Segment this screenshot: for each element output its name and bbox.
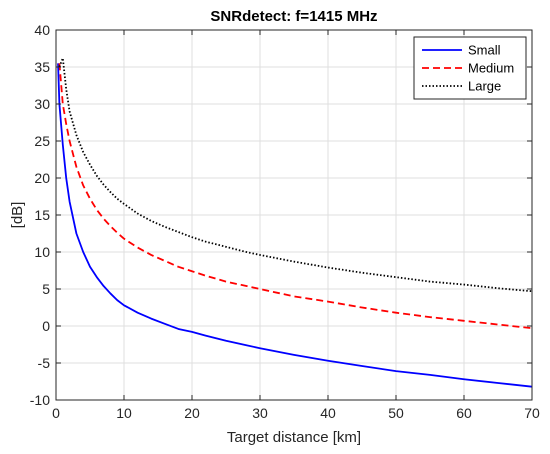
y-tick-label: 15 <box>34 207 50 223</box>
legend-box <box>413 36 527 100</box>
x-tick-label: 10 <box>116 405 132 421</box>
legend-label-large: Large <box>468 79 501 94</box>
chart-title: SNRdetect: f=1415 MHz <box>210 8 377 25</box>
y-tick-label: -5 <box>38 355 51 371</box>
y-tick-label: -10 <box>30 392 50 408</box>
y-axis-label: [dB] <box>9 202 26 229</box>
x-tick-label: 70 <box>524 405 540 421</box>
x-tick-label: 40 <box>320 405 336 421</box>
x-tick-label: 60 <box>456 405 472 421</box>
legend: Small Medium Large <box>413 36 527 100</box>
y-tick-label: 0 <box>42 318 50 334</box>
x-tick-label: 50 <box>388 405 404 421</box>
y-tick-label: 40 <box>34 22 50 38</box>
x-tick-label: 20 <box>184 405 200 421</box>
y-tick-label: 30 <box>34 96 50 112</box>
x-tick-label: 30 <box>252 405 268 421</box>
y-tick-label: 10 <box>34 244 50 260</box>
x-tick-label: 0 <box>52 405 60 421</box>
y-tick-label: 20 <box>34 170 50 186</box>
legend-label-medium: Medium <box>468 61 514 76</box>
y-tick-label: 5 <box>42 281 50 297</box>
x-axis-label: Target distance [km] <box>227 429 361 446</box>
series-line-small <box>57 63 532 388</box>
legend-label-small: Small <box>468 43 501 58</box>
y-tick-label: 35 <box>34 59 50 75</box>
y-tick-label: 25 <box>34 133 50 149</box>
series-line-medium <box>58 63 532 330</box>
series-line-large <box>58 57 532 293</box>
